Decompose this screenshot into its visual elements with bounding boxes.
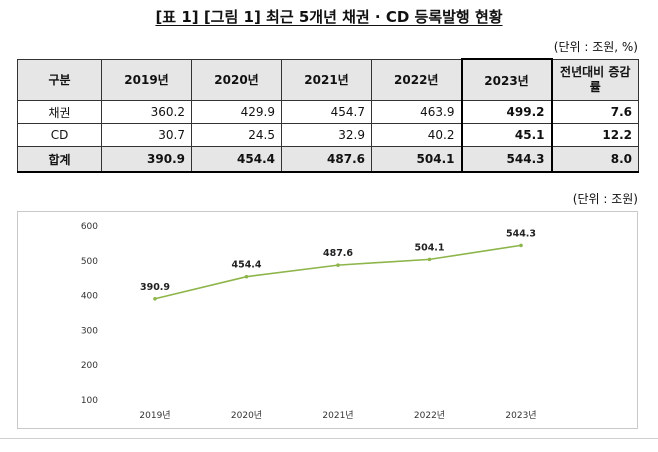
table-cell: 429.9 bbox=[191, 100, 282, 124]
data-label: 487.6 bbox=[323, 248, 353, 259]
y-tick-label: 400 bbox=[81, 292, 98, 302]
y-tick-label: 600 bbox=[81, 222, 98, 232]
table-row: CD 30.7 24.5 32.9 40.2 45.1 12.2 bbox=[17, 123, 639, 147]
header-2023: 2023년 bbox=[460, 58, 553, 101]
header-2021: 2021년 bbox=[281, 58, 372, 101]
table-cell: 40.2 bbox=[371, 123, 462, 147]
y-tick-label: 100 bbox=[81, 396, 98, 406]
table-cell: 45.1 bbox=[460, 123, 553, 147]
data-point bbox=[336, 263, 340, 267]
table-cell: 7.6 bbox=[551, 100, 639, 124]
row-label: CD bbox=[17, 123, 102, 147]
header-category: 구분 bbox=[17, 58, 102, 101]
table-cell: 12.2 bbox=[551, 123, 639, 147]
page-title: [표 1] [그림 1] 최근 5개년 채권 · CD 등록발행 현황 bbox=[155, 8, 503, 26]
header-2019: 2019년 bbox=[101, 58, 192, 101]
row-label: 채권 bbox=[17, 100, 102, 124]
chart-svg: 600 500 400 300 200 100 2019년 2020년 2021년 2022년 20… bbox=[81, 222, 537, 421]
data-label: 390.9 bbox=[140, 282, 170, 293]
data-point bbox=[427, 257, 432, 262]
x-tick-label: 2020년 bbox=[231, 410, 262, 421]
table-row: 채권 360.2 429.9 454.7 463.9 499.2 7.6 bbox=[17, 100, 639, 124]
y-tick-label: 200 bbox=[81, 361, 98, 371]
table-cell: 30.7 bbox=[101, 123, 192, 147]
table-cell: 32.9 bbox=[281, 123, 372, 147]
table-cell: 8.0 bbox=[551, 146, 639, 173]
x-tick-label: 2022년 bbox=[414, 410, 445, 421]
data-label: 504.1 bbox=[414, 242, 444, 253]
data-point bbox=[244, 274, 249, 279]
table-cell: 454.7 bbox=[281, 100, 372, 124]
header-2022: 2022년 bbox=[371, 58, 462, 101]
table-header-row: 구분 2019년 2020년 2021년 2022년 2023년 전년대비 증감… bbox=[17, 58, 639, 101]
header-change-rate: 전년대비 증감률 bbox=[551, 58, 639, 101]
table-cell: 24.5 bbox=[191, 123, 282, 147]
table-cell: 463.9 bbox=[371, 100, 462, 124]
data-point bbox=[153, 296, 157, 301]
table-cell: 487.6 bbox=[281, 146, 372, 173]
table-cell: 544.3 bbox=[460, 146, 553, 173]
y-tick-label: 300 bbox=[81, 326, 98, 336]
table-row-total: 합계 390.9 454.4 487.6 504.1 544.3 8.0 bbox=[17, 146, 639, 173]
table-cell: 504.1 bbox=[371, 146, 462, 173]
data-label: 454.4 bbox=[231, 260, 261, 271]
table-unit-label: (단위 : 조원, %) bbox=[553, 40, 638, 54]
registration-table: 구분 2019년 2020년 2021년 2022년 2023년 전년대비 증감… bbox=[17, 58, 639, 173]
y-tick-label: 500 bbox=[81, 257, 98, 267]
table-cell: 454.4 bbox=[191, 146, 282, 173]
row-label: 합계 bbox=[17, 146, 102, 173]
table-cell: 360.2 bbox=[101, 100, 192, 124]
header-2020: 2020년 bbox=[191, 58, 282, 101]
data-point bbox=[519, 243, 523, 248]
table-cell: 390.9 bbox=[101, 146, 192, 173]
x-tick-label: 2019년 bbox=[139, 410, 170, 421]
table-cell: 499.2 bbox=[460, 100, 553, 124]
x-tick-label: 2023년 bbox=[505, 410, 536, 421]
line-chart: 600 500 400 300 200 100 2019년 2020년 2021년 2022년 20… bbox=[17, 211, 638, 429]
data-label: 544.3 bbox=[506, 228, 536, 239]
divider bbox=[0, 438, 658, 439]
chart-unit-label: (단위 : 조원) bbox=[572, 192, 638, 206]
x-tick-label: 2021년 bbox=[322, 410, 353, 421]
